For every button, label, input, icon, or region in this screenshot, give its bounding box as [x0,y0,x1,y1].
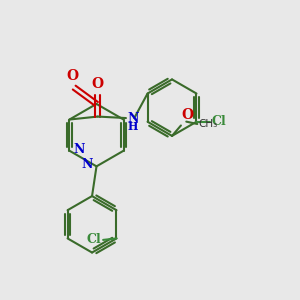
Text: O: O [92,77,104,91]
Text: Cl: Cl [211,115,226,128]
Text: N: N [128,112,139,125]
Text: CH₃: CH₃ [199,119,218,129]
Text: H: H [128,122,138,133]
Text: N: N [73,143,84,156]
Text: N: N [82,158,93,171]
Text: Cl: Cl [87,233,102,246]
Text: O: O [67,69,79,83]
Text: O: O [182,108,194,122]
